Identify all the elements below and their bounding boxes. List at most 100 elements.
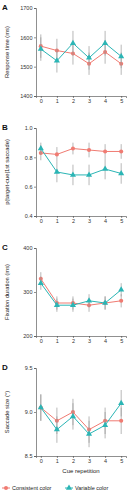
- marker: [102, 166, 108, 171]
- tick-label: 1: [56, 218, 59, 224]
- tick-label: 8.5: [25, 453, 33, 459]
- marker: [54, 426, 60, 431]
- tick-label: 0: [40, 338, 43, 344]
- x-tick: 4: [104, 96, 107, 104]
- marker: [86, 297, 92, 302]
- tick-label: 4: [104, 98, 107, 104]
- series: [38, 277, 124, 312]
- tick-mark: [34, 128, 36, 129]
- tick-label: 9.5: [25, 365, 33, 371]
- x-tick: 3: [88, 216, 91, 224]
- legend-label: Variable color: [75, 485, 108, 491]
- tick-label: 2: [72, 218, 75, 224]
- marker: [38, 145, 44, 150]
- x-tick: 1: [56, 456, 59, 464]
- marker: [103, 149, 107, 153]
- marker: [87, 148, 91, 152]
- x-tick: 0: [40, 96, 43, 104]
- y-tick: 9.0: [25, 409, 36, 415]
- tick-label: 1500: [20, 64, 32, 70]
- x-tick: 4: [104, 456, 107, 464]
- tick-mark: [34, 292, 36, 293]
- legend-marker: [4, 486, 8, 490]
- tick-label: 2: [72, 458, 75, 464]
- x-axis-line: [37, 457, 127, 459]
- series: [39, 34, 123, 74]
- tick-label: 1.0: [25, 125, 33, 131]
- y-tick: 9.5: [25, 365, 36, 371]
- tick-label: 4: [104, 218, 107, 224]
- tick-label: 0.8: [25, 155, 33, 161]
- tick-label: 1: [56, 458, 59, 464]
- tick-label: 3: [88, 98, 91, 104]
- x-tick: 3: [88, 456, 91, 464]
- series-line: [41, 149, 121, 175]
- y-axis-line: [34, 249, 37, 337]
- tick-label: 400: [23, 245, 32, 251]
- marker: [54, 168, 60, 173]
- tick-mark: [34, 8, 36, 9]
- tick-mark: [34, 37, 36, 38]
- series: [38, 31, 124, 73]
- panel-title: C: [2, 243, 8, 252]
- x-tick: 4: [104, 336, 107, 344]
- x-axis: 012345: [37, 336, 127, 344]
- series-line: [41, 279, 121, 305]
- marker: [118, 170, 124, 175]
- series-line: [41, 403, 121, 434]
- marker: [70, 171, 76, 176]
- y-tick: 400: [23, 245, 36, 251]
- tick-label: 300: [23, 289, 32, 295]
- x-tick: 2: [72, 336, 75, 344]
- marker: [86, 430, 92, 435]
- panel: 0.40.60.81.0012345Bp(target-cue|1st sacc…: [2, 123, 127, 224]
- plot-area: [38, 390, 124, 447]
- tick-mark: [34, 412, 36, 413]
- y-axis-line: [34, 129, 37, 217]
- tick-label: 3: [88, 338, 91, 344]
- x-tick: 5: [120, 96, 123, 104]
- y-tick: 1500: [20, 64, 36, 70]
- y-tick: 8.5: [25, 453, 36, 459]
- marker: [38, 404, 44, 409]
- x-tick: 0: [40, 216, 43, 224]
- y-axis-line: [34, 9, 37, 97]
- y-axis-title: Fixation duration (ms): [4, 264, 10, 320]
- tick-label: 9.0: [25, 409, 33, 415]
- panel: 200300400012345CFixation duration (ms): [2, 243, 127, 344]
- tick-label: 5: [120, 98, 123, 104]
- panel: 8.59.09.5012345DSaccade size (°)Cue repe…: [2, 363, 127, 474]
- marker: [118, 400, 124, 405]
- marker: [102, 40, 108, 45]
- x-tick: 1: [56, 336, 59, 344]
- x-tick: 5: [120, 216, 123, 224]
- y-tick: 1600: [20, 35, 36, 41]
- y-axis-title: Saccade size (°): [4, 391, 10, 433]
- tick-label: 4: [104, 338, 107, 344]
- x-axis-line: [37, 217, 127, 219]
- y-axis: 1400 1500 1600 1700: [20, 5, 36, 99]
- marker: [102, 422, 108, 427]
- tick-mark: [34, 216, 36, 217]
- tick-label: 1: [56, 338, 59, 344]
- y-axis: 200300400: [23, 245, 36, 339]
- x-tick: 0: [40, 456, 43, 464]
- y-axis: 8.5 9.0 9.5: [25, 365, 37, 459]
- panel: 1400150016001700012345AResponse time (ms…: [2, 3, 127, 104]
- series: [38, 143, 124, 186]
- y-tick: 0.6: [25, 184, 36, 190]
- tick-mark: [34, 336, 36, 337]
- tick-label: 1700: [20, 5, 32, 11]
- series-line: [41, 408, 121, 430]
- series-line: [41, 283, 121, 305]
- tick-label: 1600: [20, 35, 32, 41]
- marker: [71, 146, 75, 150]
- y-axis-title: p(target-cue|1st saccade): [4, 139, 10, 205]
- legend: Consistent colorVariable color: [2, 484, 108, 491]
- x-tick: 3: [88, 336, 91, 344]
- tick-label: 3: [88, 458, 91, 464]
- tick-label: 2: [72, 98, 75, 104]
- marker: [102, 299, 108, 304]
- y-tick: 1.0: [25, 125, 36, 131]
- tick-label: 1400: [20, 93, 32, 99]
